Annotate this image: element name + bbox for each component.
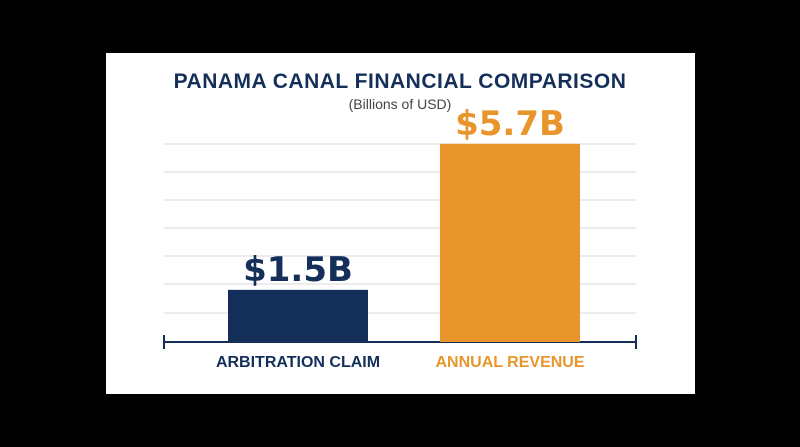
data-label-2: $5.7B [455,104,565,144]
data-label-1: $1.5B [243,250,353,290]
category-label-2: ANNUAL REVENUE [435,354,584,371]
category-label-1: ARBITRATION CLAIM [216,354,380,371]
bar-2 [440,143,580,342]
chart-panel [106,53,695,394]
chart-title: PANAMA CANAL FINANCIAL COMPARISON [173,70,627,93]
chart-subtitle: (Billions of USD) [348,96,452,112]
bar-1 [228,289,368,342]
